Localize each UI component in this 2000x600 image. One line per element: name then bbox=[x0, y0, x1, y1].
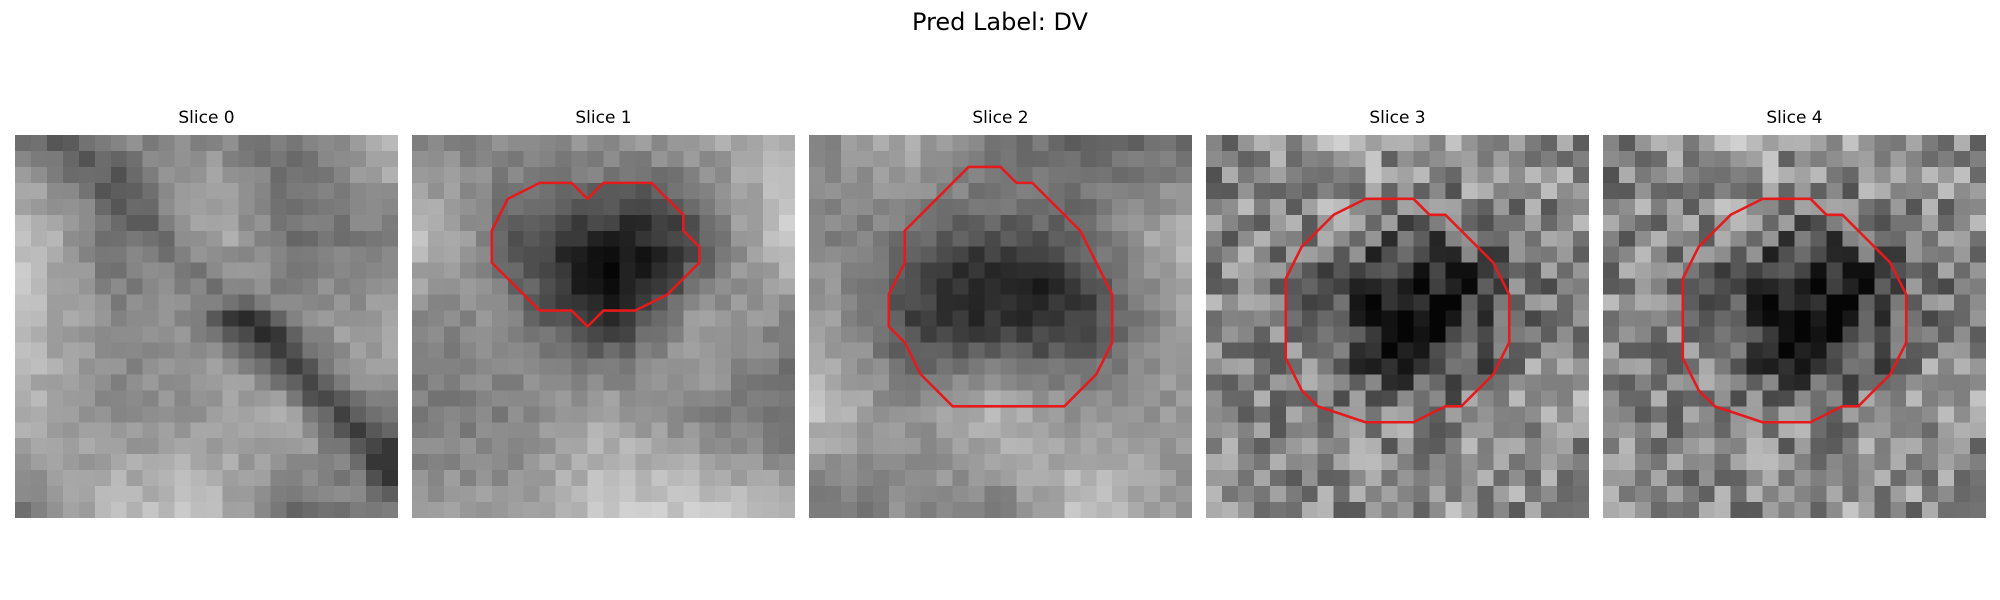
slice-image bbox=[809, 135, 1192, 518]
slice-title: Slice 4 bbox=[1766, 108, 1823, 128]
slice-panel-1: Slice 1 bbox=[412, 108, 795, 518]
segmentation-contour bbox=[887, 165, 1114, 408]
slice-image bbox=[412, 135, 795, 518]
slice-title: Slice 0 bbox=[178, 108, 235, 128]
slice-panel-2: Slice 2 bbox=[809, 108, 1192, 518]
slice-panel-3: Slice 3 bbox=[1206, 108, 1589, 518]
slice-title: Slice 3 bbox=[1369, 108, 1426, 128]
slice-title: Slice 2 bbox=[972, 108, 1029, 128]
segmentation-contour bbox=[490, 181, 701, 328]
slice-image bbox=[15, 135, 398, 518]
segmentation-contour bbox=[1284, 197, 1511, 424]
contour-outline bbox=[490, 181, 701, 328]
contour-outline bbox=[1284, 197, 1511, 424]
segmentation-contour bbox=[1681, 197, 1908, 424]
figure-title: Pred Label: DV bbox=[912, 8, 1088, 36]
segmentation-contour bbox=[15, 135, 398, 518]
contour-outline bbox=[887, 165, 1114, 408]
slice-panel-4: Slice 4 bbox=[1603, 108, 1986, 518]
contour-outline bbox=[1681, 197, 1908, 424]
slice-panel-0: Slice 0 bbox=[15, 108, 398, 518]
slice-title: Slice 1 bbox=[575, 108, 632, 128]
